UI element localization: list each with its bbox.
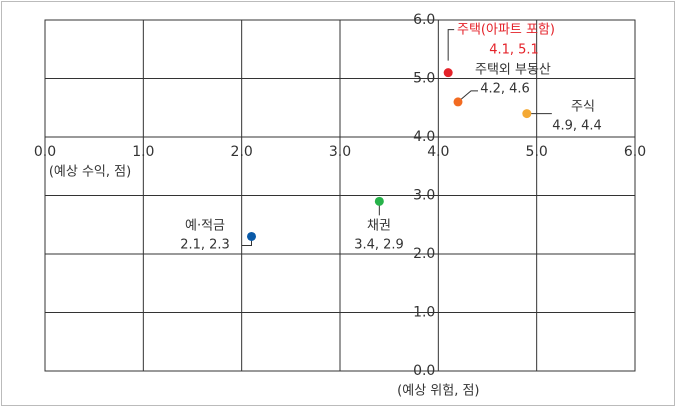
value-label: 4.9, 4.4 xyxy=(552,119,602,134)
point-name: 주식 xyxy=(571,100,595,115)
y-tick-label: 4.0 xyxy=(413,129,435,145)
x-tick-label: 6.0 xyxy=(624,144,646,160)
value-label: 4.2, 4.6 xyxy=(480,82,530,97)
leader-line xyxy=(447,29,455,61)
x-tick-label: 4.0 xyxy=(427,144,449,160)
x-tick-label: 5.0 xyxy=(526,144,548,160)
y-tick-label: 5.0 xyxy=(413,71,435,87)
x-tick-label: 0.0 xyxy=(34,144,56,160)
point-name: 예·적금 xyxy=(185,219,225,234)
point xyxy=(443,68,453,78)
y-tick-label: 2.0 xyxy=(413,246,435,262)
y-tick-label: 0.0 xyxy=(413,363,435,379)
y-tick-label: 3.0 xyxy=(413,188,435,204)
x-tick-label: 2.0 xyxy=(231,144,253,160)
y-tick-label: 6.0 xyxy=(413,12,435,28)
leader-line xyxy=(457,90,478,103)
point-name: 주택(아파트 포함) xyxy=(457,23,555,38)
point xyxy=(374,196,384,206)
point-name: 주택외 부동산 xyxy=(475,63,551,78)
point xyxy=(247,231,256,241)
value-label: 3.4, 2.9 xyxy=(354,238,404,253)
point xyxy=(522,109,532,119)
point-name: 채권 xyxy=(367,219,391,234)
x-axis-title: (예상 수익, 점) xyxy=(49,165,131,180)
value-label: 4.1, 5.1 xyxy=(489,43,539,58)
point xyxy=(453,97,463,107)
y-axis-title: (예상 위험, 점) xyxy=(397,384,479,399)
x-tick-label: 1.0 xyxy=(132,144,154,160)
value-label: 2.1, 2.3 xyxy=(180,238,230,253)
y-tick-label: 1.0 xyxy=(413,305,435,321)
x-tick-label: 3.0 xyxy=(329,144,351,160)
